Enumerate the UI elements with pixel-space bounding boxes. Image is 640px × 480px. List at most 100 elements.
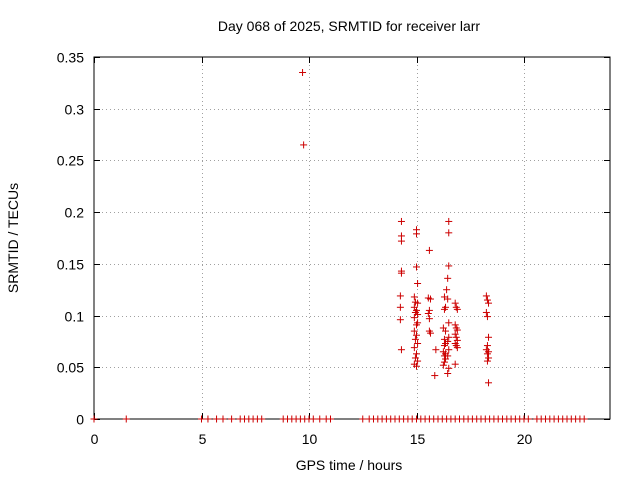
data-point [410, 314, 418, 322]
data-point [413, 230, 420, 238]
data-point [485, 299, 493, 307]
data-point [452, 333, 460, 341]
data-point [451, 360, 459, 368]
y-tick-label: 0.25 [57, 153, 84, 169]
data-point [483, 313, 491, 321]
data-point [426, 295, 434, 303]
data-point [413, 350, 420, 358]
x-axis-label: GPS time / hours [296, 457, 403, 473]
data-point [482, 292, 490, 300]
data-point [445, 319, 453, 327]
data-point [485, 379, 493, 387]
y-tick-label: 0.35 [57, 50, 84, 66]
data-point [397, 237, 405, 245]
data-point [445, 346, 453, 354]
data-point [580, 415, 588, 423]
data-point [396, 316, 404, 324]
data-point [258, 415, 266, 423]
y-tick-label: 0.2 [65, 205, 85, 221]
plot-frame [93, 56, 611, 420]
data-point [198, 415, 205, 423]
data-point [414, 311, 422, 319]
data-point [396, 303, 404, 311]
x-tick-label: 10 [302, 431, 318, 447]
grid-lines [94, 57, 610, 419]
x-tick-label: 5 [199, 431, 207, 447]
data-point [204, 415, 212, 423]
data-point [485, 333, 493, 341]
data-point [442, 327, 450, 335]
data-point [425, 246, 433, 254]
data-point [444, 274, 452, 282]
data-point [524, 415, 532, 423]
data-point [443, 286, 451, 294]
data-point [444, 337, 452, 345]
data-point [219, 415, 227, 423]
y-tick-label: 0 [76, 412, 84, 428]
data-point [90, 415, 98, 423]
data-point [426, 329, 434, 337]
x-tick-label: 0 [91, 431, 99, 447]
data-point [414, 357, 422, 365]
axis-ticks: 0 0.05 0.1 0.15 0.2 0.25 0.3 0.35 0 5 10 15 20 [57, 50, 610, 447]
data-point [228, 415, 236, 423]
data-point [414, 299, 422, 307]
data-point [122, 415, 130, 423]
data-point [413, 263, 420, 271]
data-point [414, 339, 422, 347]
data-point [445, 364, 453, 372]
data-point [309, 415, 317, 423]
data-points [90, 69, 588, 423]
data-point [453, 305, 461, 313]
y-axis-label: SRMTID / TECUs [5, 183, 21, 293]
data-point [453, 326, 461, 334]
data-point [485, 354, 493, 362]
data-point [410, 344, 418, 352]
data-point [397, 217, 405, 225]
y-tick-label: 0.1 [65, 309, 85, 325]
data-point [299, 69, 307, 77]
chart-title: Day 068 of 2025, SRMTID for receiver lar… [218, 18, 481, 34]
data-point [451, 330, 459, 338]
x-tick-label: 20 [517, 431, 533, 447]
data-point [425, 315, 433, 323]
x-tick-label: 15 [410, 431, 426, 447]
data-point [410, 327, 418, 335]
data-point [440, 305, 448, 313]
data-point [413, 331, 420, 339]
data-point [440, 342, 448, 350]
data-point [444, 295, 452, 303]
data-point [397, 269, 405, 277]
data-point [413, 362, 420, 370]
data-point [359, 415, 367, 423]
data-point [445, 217, 453, 225]
data-point [316, 415, 324, 423]
y-tick-label: 0.3 [65, 102, 85, 118]
data-point [451, 299, 459, 307]
data-point [396, 292, 404, 300]
data-point [431, 372, 439, 380]
data-point [410, 293, 418, 301]
data-point [439, 361, 447, 369]
data-point [483, 342, 491, 350]
data-point [483, 357, 491, 365]
data-point [440, 358, 448, 366]
data-point [424, 310, 432, 318]
data-point [413, 321, 420, 329]
data-point [300, 141, 308, 149]
data-point [327, 415, 334, 423]
y-tick-label: 0.05 [57, 360, 84, 376]
data-point [483, 296, 491, 304]
data-point [213, 415, 221, 423]
data-point [445, 262, 453, 270]
data-point [483, 350, 491, 358]
data-point [411, 335, 419, 343]
data-point [445, 229, 453, 237]
data-point [453, 344, 461, 352]
data-point [482, 308, 490, 316]
data-point [444, 369, 452, 377]
data-point [444, 352, 452, 360]
data-point [445, 333, 453, 341]
data-point [397, 346, 405, 354]
